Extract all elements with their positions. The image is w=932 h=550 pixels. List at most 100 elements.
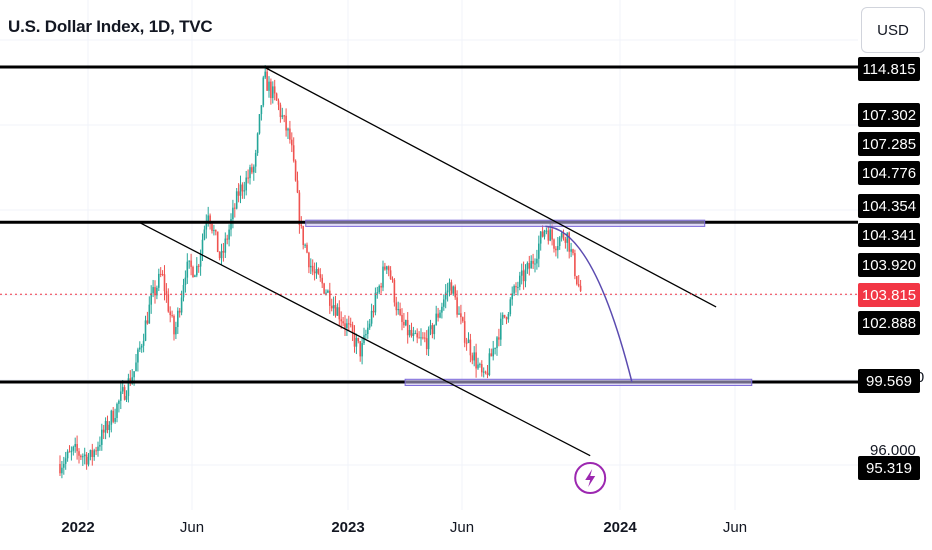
candle-body: [395, 302, 398, 311]
candle-body: [243, 190, 246, 192]
candle-body: [182, 284, 185, 298]
candle-body: [427, 329, 430, 350]
candle-body: [102, 429, 105, 433]
price-label-box: [858, 194, 920, 218]
candle-body: [156, 287, 158, 296]
candle-body: [416, 333, 418, 338]
candle-body: [224, 238, 227, 253]
candle-body: [576, 276, 578, 285]
candle-body: [203, 229, 206, 240]
candle-body: [167, 294, 170, 312]
candle-body: [405, 319, 407, 326]
candle-body: [555, 248, 557, 251]
candle-body: [387, 266, 390, 271]
candle-body: [97, 446, 99, 452]
candle-body: [391, 278, 394, 280]
candle-body: [175, 326, 177, 335]
candle-body: [311, 265, 314, 272]
candle-body: [121, 387, 124, 392]
price-label-box: [858, 369, 920, 393]
candle-body: [403, 321, 405, 326]
candle-body: [154, 287, 156, 296]
candle-body: [159, 273, 162, 275]
price-zone[interactable]: [404, 378, 753, 386]
price-label: 103.815: [862, 287, 916, 304]
candle-body: [501, 314, 504, 319]
candle-body: [125, 396, 128, 400]
candle-body: [327, 290, 329, 293]
candle-body: [95, 450, 97, 452]
candle-body: [340, 319, 342, 322]
candle-body: [342, 321, 344, 324]
candle-body: [530, 260, 532, 269]
candle-body: [414, 333, 417, 335]
candle-body: [532, 260, 534, 264]
candle-body: [266, 71, 268, 91]
x-axis-tick-label: 2024: [603, 519, 637, 536]
candle-body: [289, 128, 291, 140]
price-axis-hidden-label: 96.000: [870, 442, 916, 459]
candle-body: [462, 317, 464, 322]
chart-grid: [0, 0, 858, 510]
candle-body: [319, 274, 322, 278]
candle-body: [108, 424, 111, 431]
candle-body: [549, 229, 551, 241]
candle-body: [78, 451, 80, 456]
x-axis-tick-label: 2023: [331, 519, 364, 536]
candle-body: [300, 225, 303, 227]
candle-body: [484, 371, 487, 373]
candle-body: [135, 362, 137, 372]
candle-body: [482, 371, 485, 373]
price-label: 104.354: [862, 198, 916, 215]
candle-body: [68, 451, 71, 453]
candle-body: [429, 325, 432, 330]
price-label: 99.569: [866, 373, 912, 390]
candle-body: [471, 355, 474, 361]
candle-body: [431, 325, 434, 335]
candle-body: [520, 270, 523, 276]
candle-body: [245, 177, 247, 191]
candle-body: [526, 263, 529, 270]
trendline[interactable]: [263, 66, 717, 308]
candle-body: [503, 314, 506, 318]
candle-body: [61, 467, 63, 474]
price-label-box: [858, 283, 920, 307]
trendline[interactable]: [138, 221, 591, 457]
candle-body: [547, 230, 550, 241]
candle-body: [560, 233, 563, 238]
candle-body: [469, 339, 472, 356]
currency-button[interactable]: USD: [861, 7, 925, 53]
candle-body: [465, 342, 468, 344]
candle-body: [448, 282, 451, 291]
candle-body: [500, 318, 502, 340]
candle-body: [386, 266, 388, 270]
candle-body: [437, 313, 439, 318]
candle-body: [378, 285, 380, 293]
candle-body: [433, 324, 436, 335]
candle-body: [408, 329, 411, 336]
candle-body: [171, 315, 173, 317]
candle-body: [66, 451, 69, 459]
candle-body: [425, 338, 428, 350]
candle-body: [188, 260, 190, 262]
candle-body: [543, 230, 546, 237]
candle-body: [216, 231, 219, 253]
candle-body: [406, 319, 409, 336]
candle-body: [254, 153, 257, 167]
candle-body: [140, 345, 143, 348]
projection-curve-path[interactable]: [545, 225, 633, 383]
candle-body: [452, 286, 455, 294]
candle-body: [367, 327, 369, 335]
candle-body: [376, 292, 379, 294]
lightning-badge[interactable]: [574, 462, 607, 494]
candle-body: [112, 410, 114, 422]
candle-body: [538, 243, 540, 259]
candle-body: [460, 313, 462, 318]
price-zone[interactable]: [305, 219, 706, 227]
candle-body: [435, 313, 437, 325]
candle-body: [186, 261, 189, 278]
candle-body: [277, 100, 280, 105]
candle-body: [370, 310, 373, 324]
candle-body: [178, 310, 181, 313]
